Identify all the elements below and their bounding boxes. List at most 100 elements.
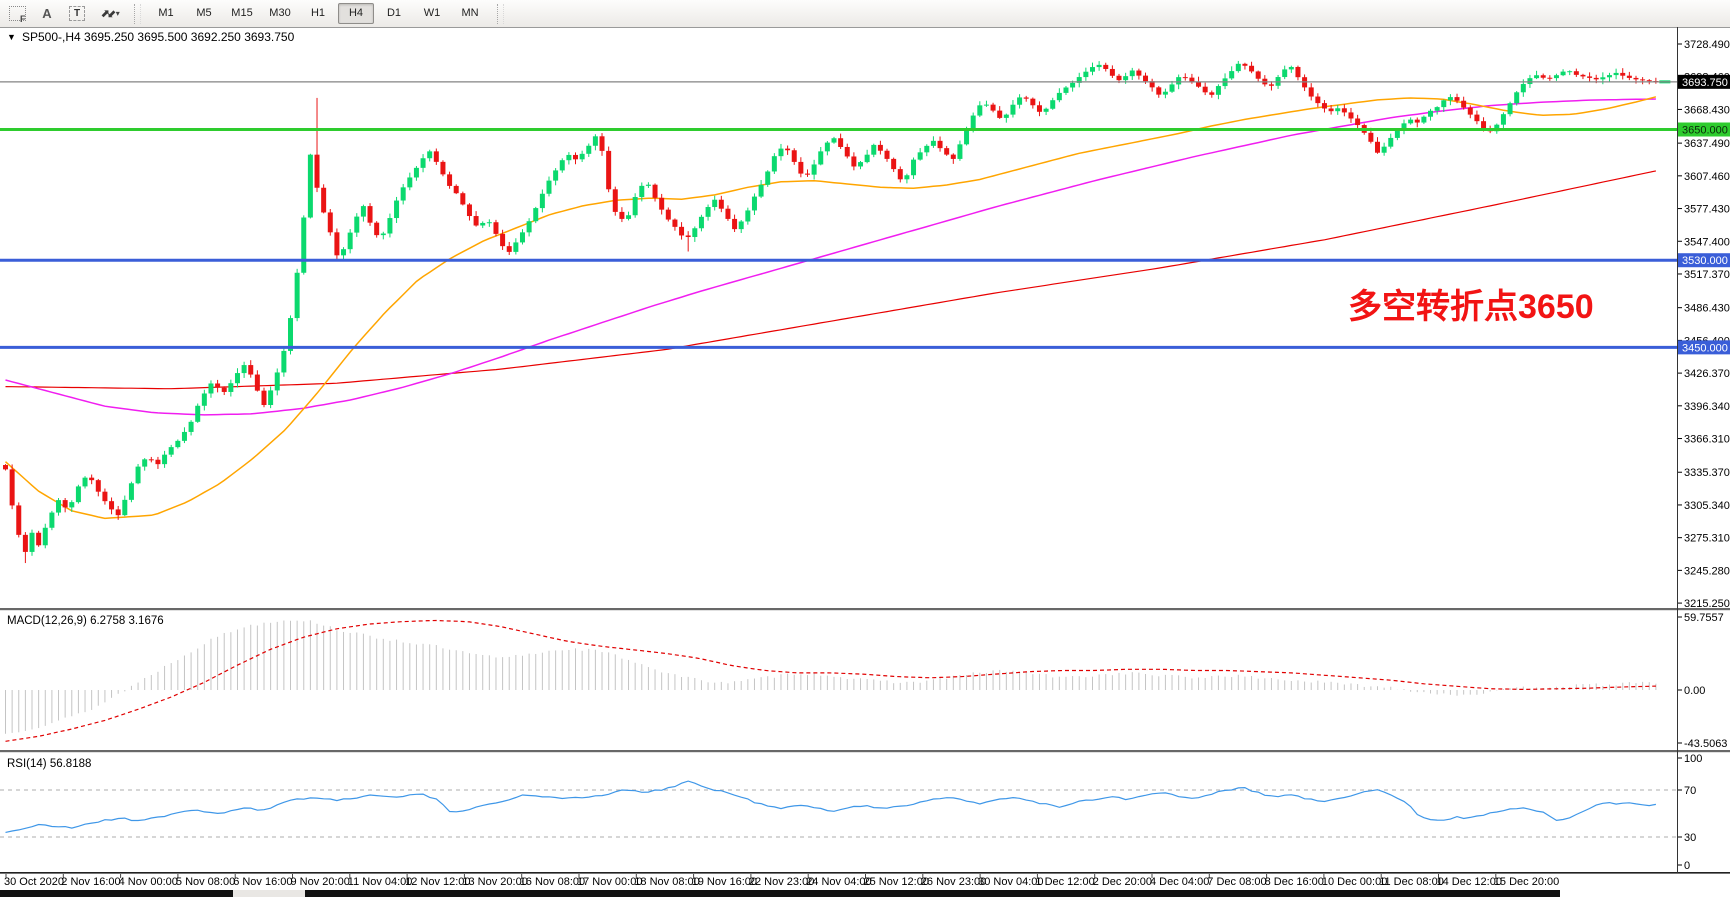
price-axis-label: 3517.370 bbox=[1684, 269, 1730, 281]
time-axis-label: 4 Dec 04:00 bbox=[1150, 876, 1209, 888]
price-tag-text: 3530.000 bbox=[1682, 255, 1728, 267]
price-axis-label: 3305.340 bbox=[1684, 500, 1730, 512]
timeframe-button-M30[interactable]: M30 bbox=[269, 7, 291, 19]
toolbar: F A T ⬈⬋ ▾ M1 M5 M15 M30 H1 H4 D1 W1 MN bbox=[0, 0, 1730, 28]
price-axis-label: 3668.430 bbox=[1684, 104, 1730, 116]
status-strip-segment bbox=[1560, 890, 1730, 897]
toolbar-separator bbox=[134, 3, 141, 24]
time-axis-label: 5 Nov 08:00 bbox=[176, 876, 235, 888]
time-axis-label: 2 Nov 16:00 bbox=[61, 876, 120, 888]
price-axis-label: 3728.490 bbox=[1684, 39, 1730, 51]
time-axis-label: 12 Nov 12:00 bbox=[405, 876, 470, 888]
price-axis-label: 3486.430 bbox=[1684, 303, 1730, 315]
text-box-icon[interactable]: T bbox=[64, 2, 90, 25]
time-axis-label: 22 Nov 23:00 bbox=[749, 876, 814, 888]
price-axis-label: 3547.400 bbox=[1684, 236, 1730, 248]
templates-grid-icon[interactable]: F bbox=[4, 2, 30, 25]
time-axis-label: 11 Dec 08:00 bbox=[1379, 876, 1444, 888]
time-axis-label: 10 Dec 00:00 bbox=[1322, 876, 1387, 888]
price-tag-text: 3693.750 bbox=[1682, 77, 1728, 89]
timeframe-button-M5[interactable]: M5 bbox=[196, 7, 212, 19]
macd-axis-label: 0.00 bbox=[1684, 685, 1705, 697]
rsi-indicator bbox=[0, 780, 1677, 838]
price-axis-label: 3396.340 bbox=[1684, 401, 1730, 413]
time-axis-label: 9 Nov 20:00 bbox=[291, 876, 350, 888]
time-axis-label: 19 Nov 16:00 bbox=[692, 876, 757, 888]
status-strip-segment bbox=[233, 890, 305, 897]
price-axis: 3728.4903698.4603668.4303637.4903607.460… bbox=[1678, 39, 1730, 872]
time-axis-label: 30 Oct 2020 bbox=[4, 876, 64, 888]
price-tag-3650.000 bbox=[1678, 122, 1730, 137]
price-tag-3693.750 bbox=[1678, 74, 1730, 89]
rsi-axis-label: 70 bbox=[1684, 785, 1696, 797]
ma-mid-magenta-line bbox=[5, 98, 1656, 416]
time-axis-label: 2 Dec 20:00 bbox=[1093, 876, 1152, 888]
timeframe-button-D1[interactable]: D1 bbox=[386, 7, 402, 19]
candlestick-series bbox=[3, 60, 1671, 564]
horizontal-level-lines[interactable] bbox=[0, 81, 1677, 349]
price-axis-label: 3607.460 bbox=[1684, 171, 1730, 183]
time-axis-label: 25 Nov 12:00 bbox=[864, 876, 929, 888]
timeframe-button-group: M1 M5 M15 M30 H1 H4 D1 W1 MN bbox=[147, 3, 489, 24]
moving-averages bbox=[4, 96, 1657, 520]
annotation-text[interactable]: 多空转折点3650 bbox=[1348, 288, 1594, 326]
time-axis-label: 16 Nov 08:00 bbox=[520, 876, 585, 888]
time-axis-label: 11 Nov 04:00 bbox=[348, 876, 413, 888]
price-axis-label: 3366.310 bbox=[1684, 434, 1730, 446]
timeframe-button-MN[interactable]: MN bbox=[461, 7, 479, 19]
time-axis-label: 24 Nov 04:00 bbox=[806, 876, 871, 888]
time-axis-label: 4 Nov 00:00 bbox=[119, 876, 178, 888]
ma-fast-orange-line bbox=[4, 96, 1657, 520]
chart-ohlc-header: SP500-,H4 3695.250 3695.500 3692.250 369… bbox=[22, 30, 295, 44]
dropdown-caret-icon[interactable]: ▾ bbox=[115, 9, 120, 18]
timeframe-button-H1[interactable]: H1 bbox=[310, 7, 326, 19]
timeframe-button-M15[interactable]: M15 bbox=[231, 7, 253, 19]
dotted-grid-glyph: F bbox=[8, 6, 26, 24]
time-axis-label: 30 Nov 04:00 bbox=[978, 876, 1043, 888]
symbol-dropdown-icon[interactable]: ▼ bbox=[7, 32, 16, 42]
time-axis-label: 6 Nov 16:00 bbox=[233, 876, 292, 888]
time-axis-label: 14 Dec 12:00 bbox=[1437, 876, 1502, 888]
shapes-arrows-icon[interactable]: ⬈⬋ ▾ bbox=[100, 8, 120, 20]
price-axis-label: 3245.280 bbox=[1684, 565, 1730, 577]
price-tag-text: 3650.000 bbox=[1682, 125, 1728, 137]
price-tag-text: 3450.000 bbox=[1682, 342, 1728, 354]
price-axis-label: 3215.250 bbox=[1684, 598, 1730, 610]
dashed-box-glyph: T bbox=[69, 6, 85, 21]
rsi-line bbox=[5, 780, 1657, 833]
rsi-axis-label: 0 bbox=[1684, 860, 1690, 872]
rsi-axis-label: 100 bbox=[1684, 753, 1702, 765]
time-axis-label: 7 Dec 08:00 bbox=[1207, 876, 1266, 888]
time-axis-label: 18 Nov 08:00 bbox=[634, 876, 699, 888]
price-axis-label: 3335.370 bbox=[1684, 467, 1730, 479]
price-axis-label: 3426.370 bbox=[1684, 368, 1730, 380]
timeframe-button-W1[interactable]: W1 bbox=[423, 7, 441, 19]
time-axis-label: 1 Dec 12:00 bbox=[1035, 876, 1094, 888]
timeframe-button-H4[interactable]: H4 bbox=[338, 3, 374, 24]
chart-area[interactable]: 3728.4903698.4603668.4303637.4903607.460… bbox=[0, 27, 1730, 890]
time-axis-label: 13 Nov 20:00 bbox=[462, 876, 527, 888]
text-label-icon[interactable]: A bbox=[42, 6, 52, 21]
time-axis-label: 26 Nov 23:00 bbox=[921, 876, 986, 888]
toolbar-separator bbox=[497, 3, 504, 24]
macd-axis-label: -43.5063 bbox=[1684, 738, 1727, 750]
price-axis-label: 3637.490 bbox=[1684, 138, 1730, 150]
macd-label: MACD(12,26,9) 6.2758 3.1676 bbox=[7, 615, 164, 627]
bottom-status-strip bbox=[0, 890, 1730, 897]
time-axis-label: 15 Dec 20:00 bbox=[1494, 876, 1559, 888]
price-tag-3450.000 bbox=[1678, 340, 1730, 355]
ma-slow-red-line bbox=[5, 170, 1657, 390]
price-tag-3530.000 bbox=[1678, 253, 1730, 268]
time-axis-label: 17 Nov 00:00 bbox=[577, 876, 642, 888]
macd-signal-line bbox=[5, 619, 1656, 742]
time-axis-label: 8 Dec 16:00 bbox=[1265, 876, 1324, 888]
macd-axis-label: 59.7557 bbox=[1684, 612, 1724, 624]
rsi-label: RSI(14) 56.8188 bbox=[7, 758, 91, 770]
timeframe-button-M1[interactable]: M1 bbox=[158, 7, 174, 19]
price-axis-label: 3275.310 bbox=[1684, 533, 1730, 545]
macd-indicator bbox=[5, 619, 1657, 742]
price-axis-label: 3577.430 bbox=[1684, 204, 1730, 216]
rsi-axis-label: 30 bbox=[1684, 832, 1696, 844]
